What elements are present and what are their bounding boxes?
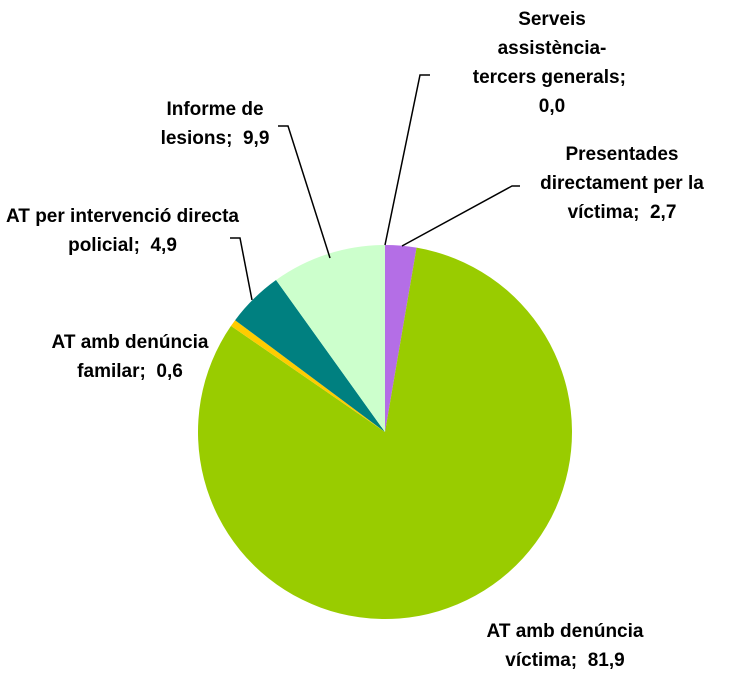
- data-label: AT amb denúncia familar; 0,6: [25, 328, 235, 386]
- separator: ;: [226, 128, 233, 149]
- pie: [197, 245, 572, 620]
- data-label: AT per intervenció directa policial; 4,9: [5, 202, 240, 260]
- leader-line: [230, 237, 253, 301]
- separator: ;: [619, 67, 626, 88]
- pie-slice: [276, 245, 385, 432]
- separator: ;: [633, 202, 640, 223]
- leader-line: [278, 125, 331, 259]
- leader-line: [401, 185, 520, 247]
- value-label: 9,9: [242, 128, 270, 149]
- category-label: Serveis assistència-tercers generals: [472, 9, 620, 88]
- value-label: 0,0: [538, 96, 566, 117]
- value-label: 81,9: [587, 650, 625, 671]
- category-label: Presentades directament per la víctima: [540, 144, 704, 223]
- pie-slice: [230, 320, 385, 432]
- pie-slice: [385, 245, 417, 432]
- category-label: AT per intervenció directa policial: [6, 206, 239, 256]
- value-label: 4,9: [150, 235, 177, 256]
- leader-lines: [230, 74, 520, 301]
- data-label: AT amb denúncia víctima; 81,9: [460, 617, 670, 675]
- pie-slice: [197, 247, 572, 620]
- leader-line: [384, 74, 430, 246]
- data-label: Serveis assistència-tercers generals; 0,…: [467, 5, 637, 121]
- value-label: 2,7: [649, 202, 677, 223]
- category-label: Informe de lesions: [160, 99, 264, 149]
- category-label: AT amb denúncia víctima: [486, 621, 644, 671]
- value-label: 0,6: [156, 361, 183, 382]
- data-label: Presentades directament per la víctima; …: [515, 140, 729, 227]
- separator: ;: [133, 235, 140, 256]
- pie-slice: [235, 280, 385, 432]
- category-label: AT amb denúncia familar: [51, 332, 209, 382]
- data-label: Informe de lesions; 9,9: [140, 95, 290, 153]
- separator: ;: [570, 650, 578, 671]
- separator: ;: [139, 361, 146, 382]
